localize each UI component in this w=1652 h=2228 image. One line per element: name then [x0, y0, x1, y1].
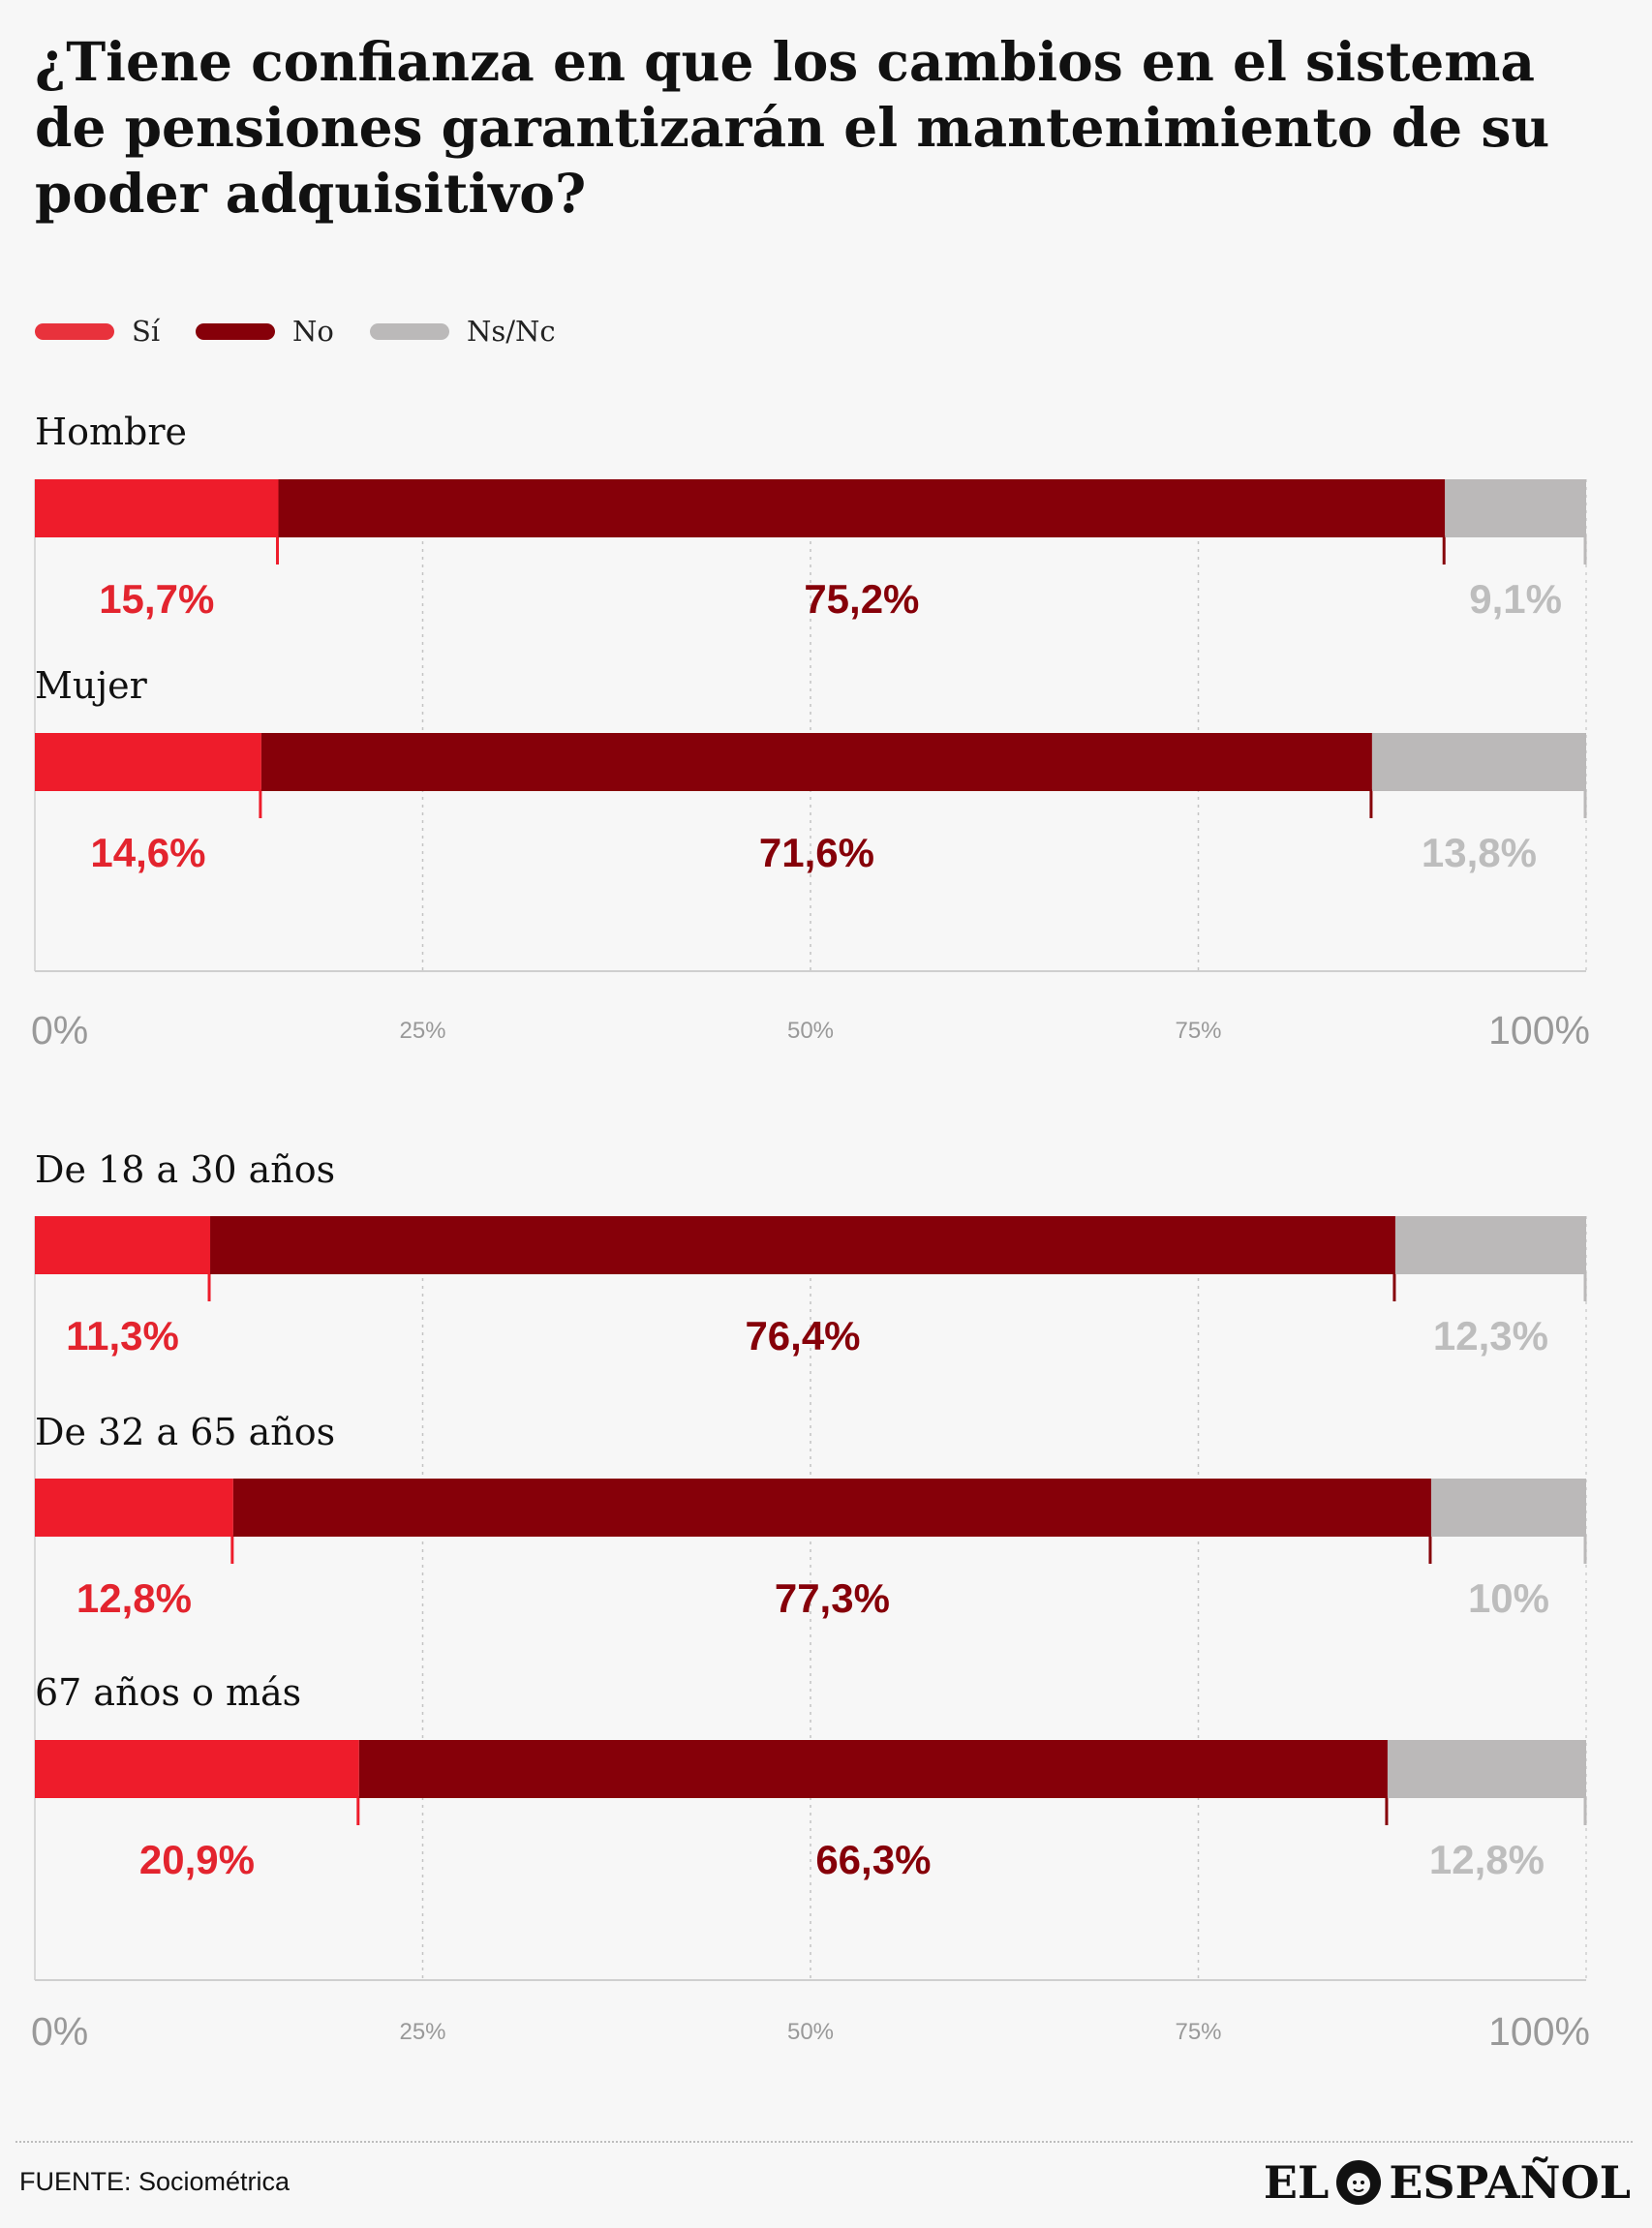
category-label: Mujer [35, 664, 148, 707]
x-tick-label: 50% [787, 1018, 834, 1044]
bar-segment-no [210, 1216, 1395, 1274]
x-tick-label: 50% [787, 2019, 834, 2045]
bar-segment-si [35, 1740, 359, 1798]
legend-item-nsnc: Ns/Nc [370, 314, 556, 349]
bar-segment-nsnc [1387, 1740, 1586, 1798]
legend-label-nsnc: Ns/Nc [467, 315, 556, 348]
legend-label-si: Sí [132, 315, 161, 348]
value-label-no: 71,6% [759, 830, 874, 875]
bar-segment-nsnc [1430, 1479, 1586, 1537]
legend-label-no: No [292, 315, 334, 348]
category-label: De 18 a 30 años [35, 1148, 335, 1191]
value-label-nsnc: 12,8% [1429, 1837, 1545, 1882]
value-label-no: 75,2% [804, 576, 919, 622]
x-tick-label: 100% [1488, 1008, 1590, 1053]
bar-segment-nsnc [1394, 1216, 1586, 1274]
x-tick-label: 0% [31, 2009, 88, 2054]
brand-text-right: ESPAÑOL [1389, 2156, 1631, 2209]
footer-divider [15, 2141, 1633, 2143]
legend-item-no: No [196, 314, 334, 349]
legend-swatch-no [196, 322, 275, 340]
bar-segment-si [35, 479, 279, 537]
value-label-nsnc: 10% [1468, 1575, 1549, 1621]
value-label-si: 14,6% [90, 830, 205, 875]
source-note: FUENTE: Sociométrica [19, 2167, 291, 2196]
x-tick-label: 100% [1488, 2009, 1590, 2054]
bar-segment-si [35, 733, 261, 791]
legend-swatch-nsnc [370, 322, 449, 340]
category-label: Hombre [35, 411, 187, 453]
value-label-no: 77,3% [775, 1575, 890, 1621]
value-label-si: 20,9% [139, 1837, 255, 1882]
value-label-no: 76,4% [745, 1313, 860, 1358]
x-tick-label: 25% [399, 2019, 445, 2045]
bar-segment-no [232, 1479, 1431, 1537]
value-label-si: 15,7% [99, 576, 214, 622]
lion-icon [1334, 2158, 1383, 2207]
chart-title: ¿Tiene confianza en que los cambios en e… [35, 30, 1550, 225]
legend-swatch-si [35, 322, 114, 340]
category-label: De 32 a 65 años [35, 1411, 335, 1453]
x-tick-label: 75% [1175, 2019, 1221, 2045]
value-label-nsnc: 13,8% [1422, 830, 1537, 875]
bar-segment-si [35, 1216, 211, 1274]
value-label-nsnc: 9,1% [1469, 576, 1562, 622]
x-tick-label: 0% [31, 1008, 88, 1053]
brand-text-left: EL [1263, 2156, 1330, 2209]
bar-segment-no [278, 479, 1446, 537]
value-label-si: 12,8% [76, 1575, 192, 1621]
bar-segment-si [35, 1479, 233, 1537]
bar-segment-no [358, 1740, 1388, 1798]
category-label: 67 años o más [35, 1671, 301, 1714]
bar-segment-nsnc [1371, 733, 1586, 791]
bar-segment-nsnc [1445, 479, 1586, 537]
bar-segment-no [260, 733, 1372, 791]
legend-item-si: Sí [35, 314, 160, 349]
value-label-si: 11,3% [66, 1313, 179, 1358]
brand-logo: EL ESPAÑOL [1264, 2155, 1631, 2210]
value-label-no: 66,3% [815, 1837, 931, 1882]
x-tick-label: 25% [399, 1018, 445, 1044]
value-label-nsnc: 12,3% [1433, 1313, 1548, 1358]
x-tick-label: 75% [1175, 1018, 1221, 1044]
